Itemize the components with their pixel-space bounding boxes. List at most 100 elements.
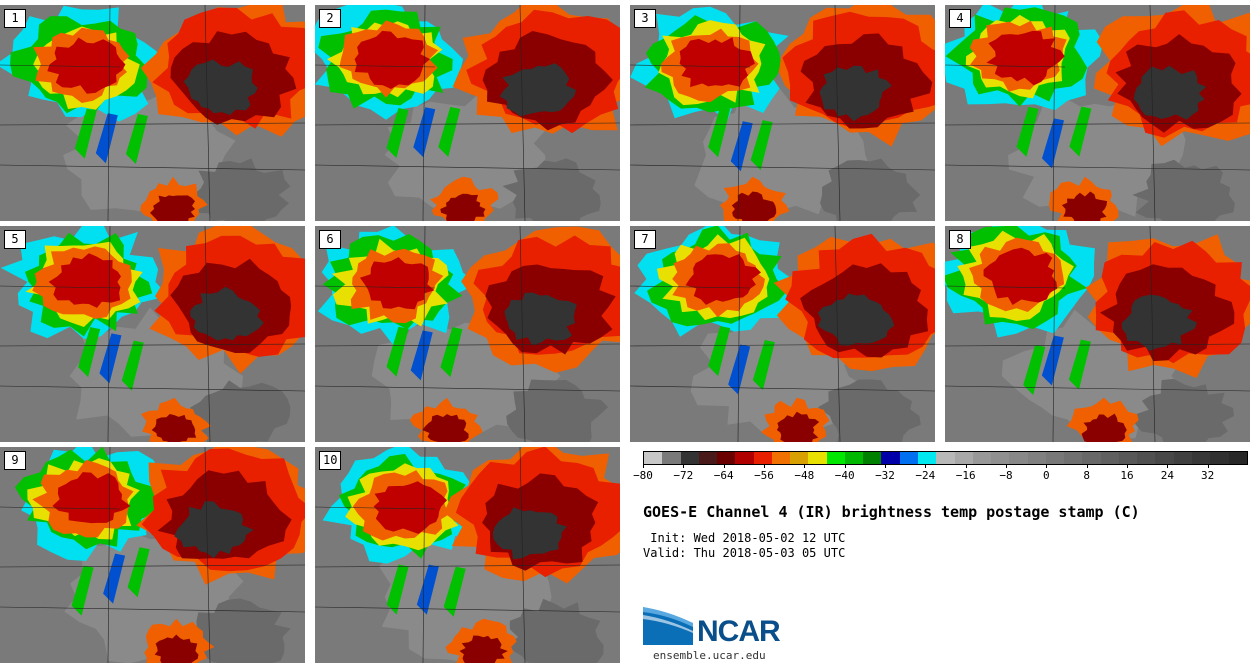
state-border <box>204 447 211 663</box>
colorbar-tick-mark <box>1006 464 1007 468</box>
storm-core <box>1133 65 1207 120</box>
south-core <box>150 195 195 221</box>
ir-map <box>630 5 935 221</box>
state-border <box>0 506 121 510</box>
state-border <box>315 606 620 613</box>
panel-10: 10 <box>315 447 620 663</box>
page-title: GOES-E Channel 4 (IR) brightness temp po… <box>643 503 1140 521</box>
warm-region <box>1130 378 1234 442</box>
state-border <box>422 226 426 442</box>
colorbar-cell <box>936 452 955 464</box>
state-border <box>0 606 305 613</box>
colorbar-cell <box>954 452 973 464</box>
cloud-streak <box>443 566 466 617</box>
state-border <box>737 5 741 221</box>
ir-map <box>315 5 620 221</box>
state-border <box>315 506 436 510</box>
panel-number-label: 5 <box>4 230 26 249</box>
state-border <box>630 122 935 126</box>
colorbar-tick-mark <box>683 464 685 468</box>
colorbar-cell <box>1100 452 1119 464</box>
state-border <box>315 385 620 392</box>
state-border <box>0 164 305 171</box>
colorbar-cell <box>917 452 937 464</box>
cloud-streak <box>752 340 775 391</box>
valid-time: Valid: Thu 2018-05-03 05 UTC <box>643 546 846 560</box>
cloud-streak <box>99 333 122 384</box>
state-border <box>0 343 305 347</box>
cloud-streak <box>1023 344 1046 395</box>
cloud-red <box>354 30 431 89</box>
warm-region <box>190 380 291 442</box>
cloud-streak <box>410 330 433 381</box>
cloud-streak <box>121 340 144 391</box>
storm-core <box>492 507 567 560</box>
south-core <box>1061 191 1108 221</box>
colorbar-tick-label: −16 <box>955 469 976 482</box>
panel-number-label: 3 <box>634 9 656 28</box>
state-border <box>737 226 741 442</box>
ir-map <box>0 226 305 442</box>
colorbar-tick-label: −80 <box>633 469 653 482</box>
logo-text: NCAR <box>697 615 781 648</box>
state-border <box>630 385 935 392</box>
colorbar-cell <box>644 452 663 464</box>
colorbar-cell <box>1210 452 1229 464</box>
panel-6: 6 <box>315 226 620 442</box>
colorbar-tick-mark <box>643 464 644 468</box>
cloud-streak <box>1041 335 1064 386</box>
colorbar-cell <box>1082 452 1101 464</box>
state-border <box>945 164 1250 171</box>
cloud-streak <box>728 344 751 395</box>
cloud-streak <box>1016 106 1039 157</box>
colorbar-tick-label: 16 <box>1120 469 1134 482</box>
colorbar-cell <box>698 452 718 464</box>
state-border <box>315 343 620 347</box>
colorbar-cell <box>662 452 681 464</box>
state-border <box>519 447 526 663</box>
state-border <box>204 226 211 442</box>
state-border <box>315 164 620 171</box>
state-border <box>1052 226 1056 442</box>
state-border <box>315 285 436 289</box>
cloud-streak <box>730 121 753 172</box>
cloud-red <box>685 254 761 305</box>
colorbar-cell <box>735 452 754 464</box>
ncar-logo-icon <box>643 607 693 645</box>
colorbar-cell <box>771 452 791 464</box>
colorbar <box>643 451 1248 465</box>
cloud-streak <box>750 120 773 171</box>
cloud-streak <box>413 107 436 158</box>
colorbar-cell <box>717 452 736 464</box>
state-border <box>422 5 426 221</box>
colorbar-cell <box>1228 452 1247 464</box>
colorbar-tick-mark <box>965 464 967 468</box>
colorbar-tick-mark <box>844 464 846 468</box>
colorbar-cell <box>808 452 827 464</box>
colorbar-cell <box>1137 452 1156 464</box>
ir-map <box>0 5 305 221</box>
state-border <box>945 385 1250 392</box>
state-border <box>630 64 751 68</box>
state-border <box>204 5 211 221</box>
state-border <box>1149 226 1156 442</box>
colorbar-tick-mark <box>1207 464 1209 468</box>
colorbar-tick-label: −56 <box>754 469 774 482</box>
colorbar-cell <box>991 452 1010 464</box>
ir-map <box>0 447 305 663</box>
state-border <box>315 564 620 568</box>
panel-number-label: 6 <box>319 230 341 249</box>
state-border <box>519 226 526 442</box>
colorbar-tick-label: 8 <box>1083 469 1090 482</box>
colorbar-tick-label: −8 <box>999 469 1013 482</box>
cloud-streak <box>708 107 731 158</box>
panel-1: 1 <box>0 5 305 221</box>
cloud-streak <box>74 108 97 159</box>
panel-3: 3 <box>630 5 935 221</box>
state-border <box>0 285 121 289</box>
colorbar-cell <box>1173 452 1192 464</box>
colorbar-tick-label: −40 <box>834 469 855 482</box>
colorbar-cell <box>1064 452 1083 464</box>
cloud-streak <box>1041 118 1064 169</box>
panel-number-label: 4 <box>949 9 971 28</box>
